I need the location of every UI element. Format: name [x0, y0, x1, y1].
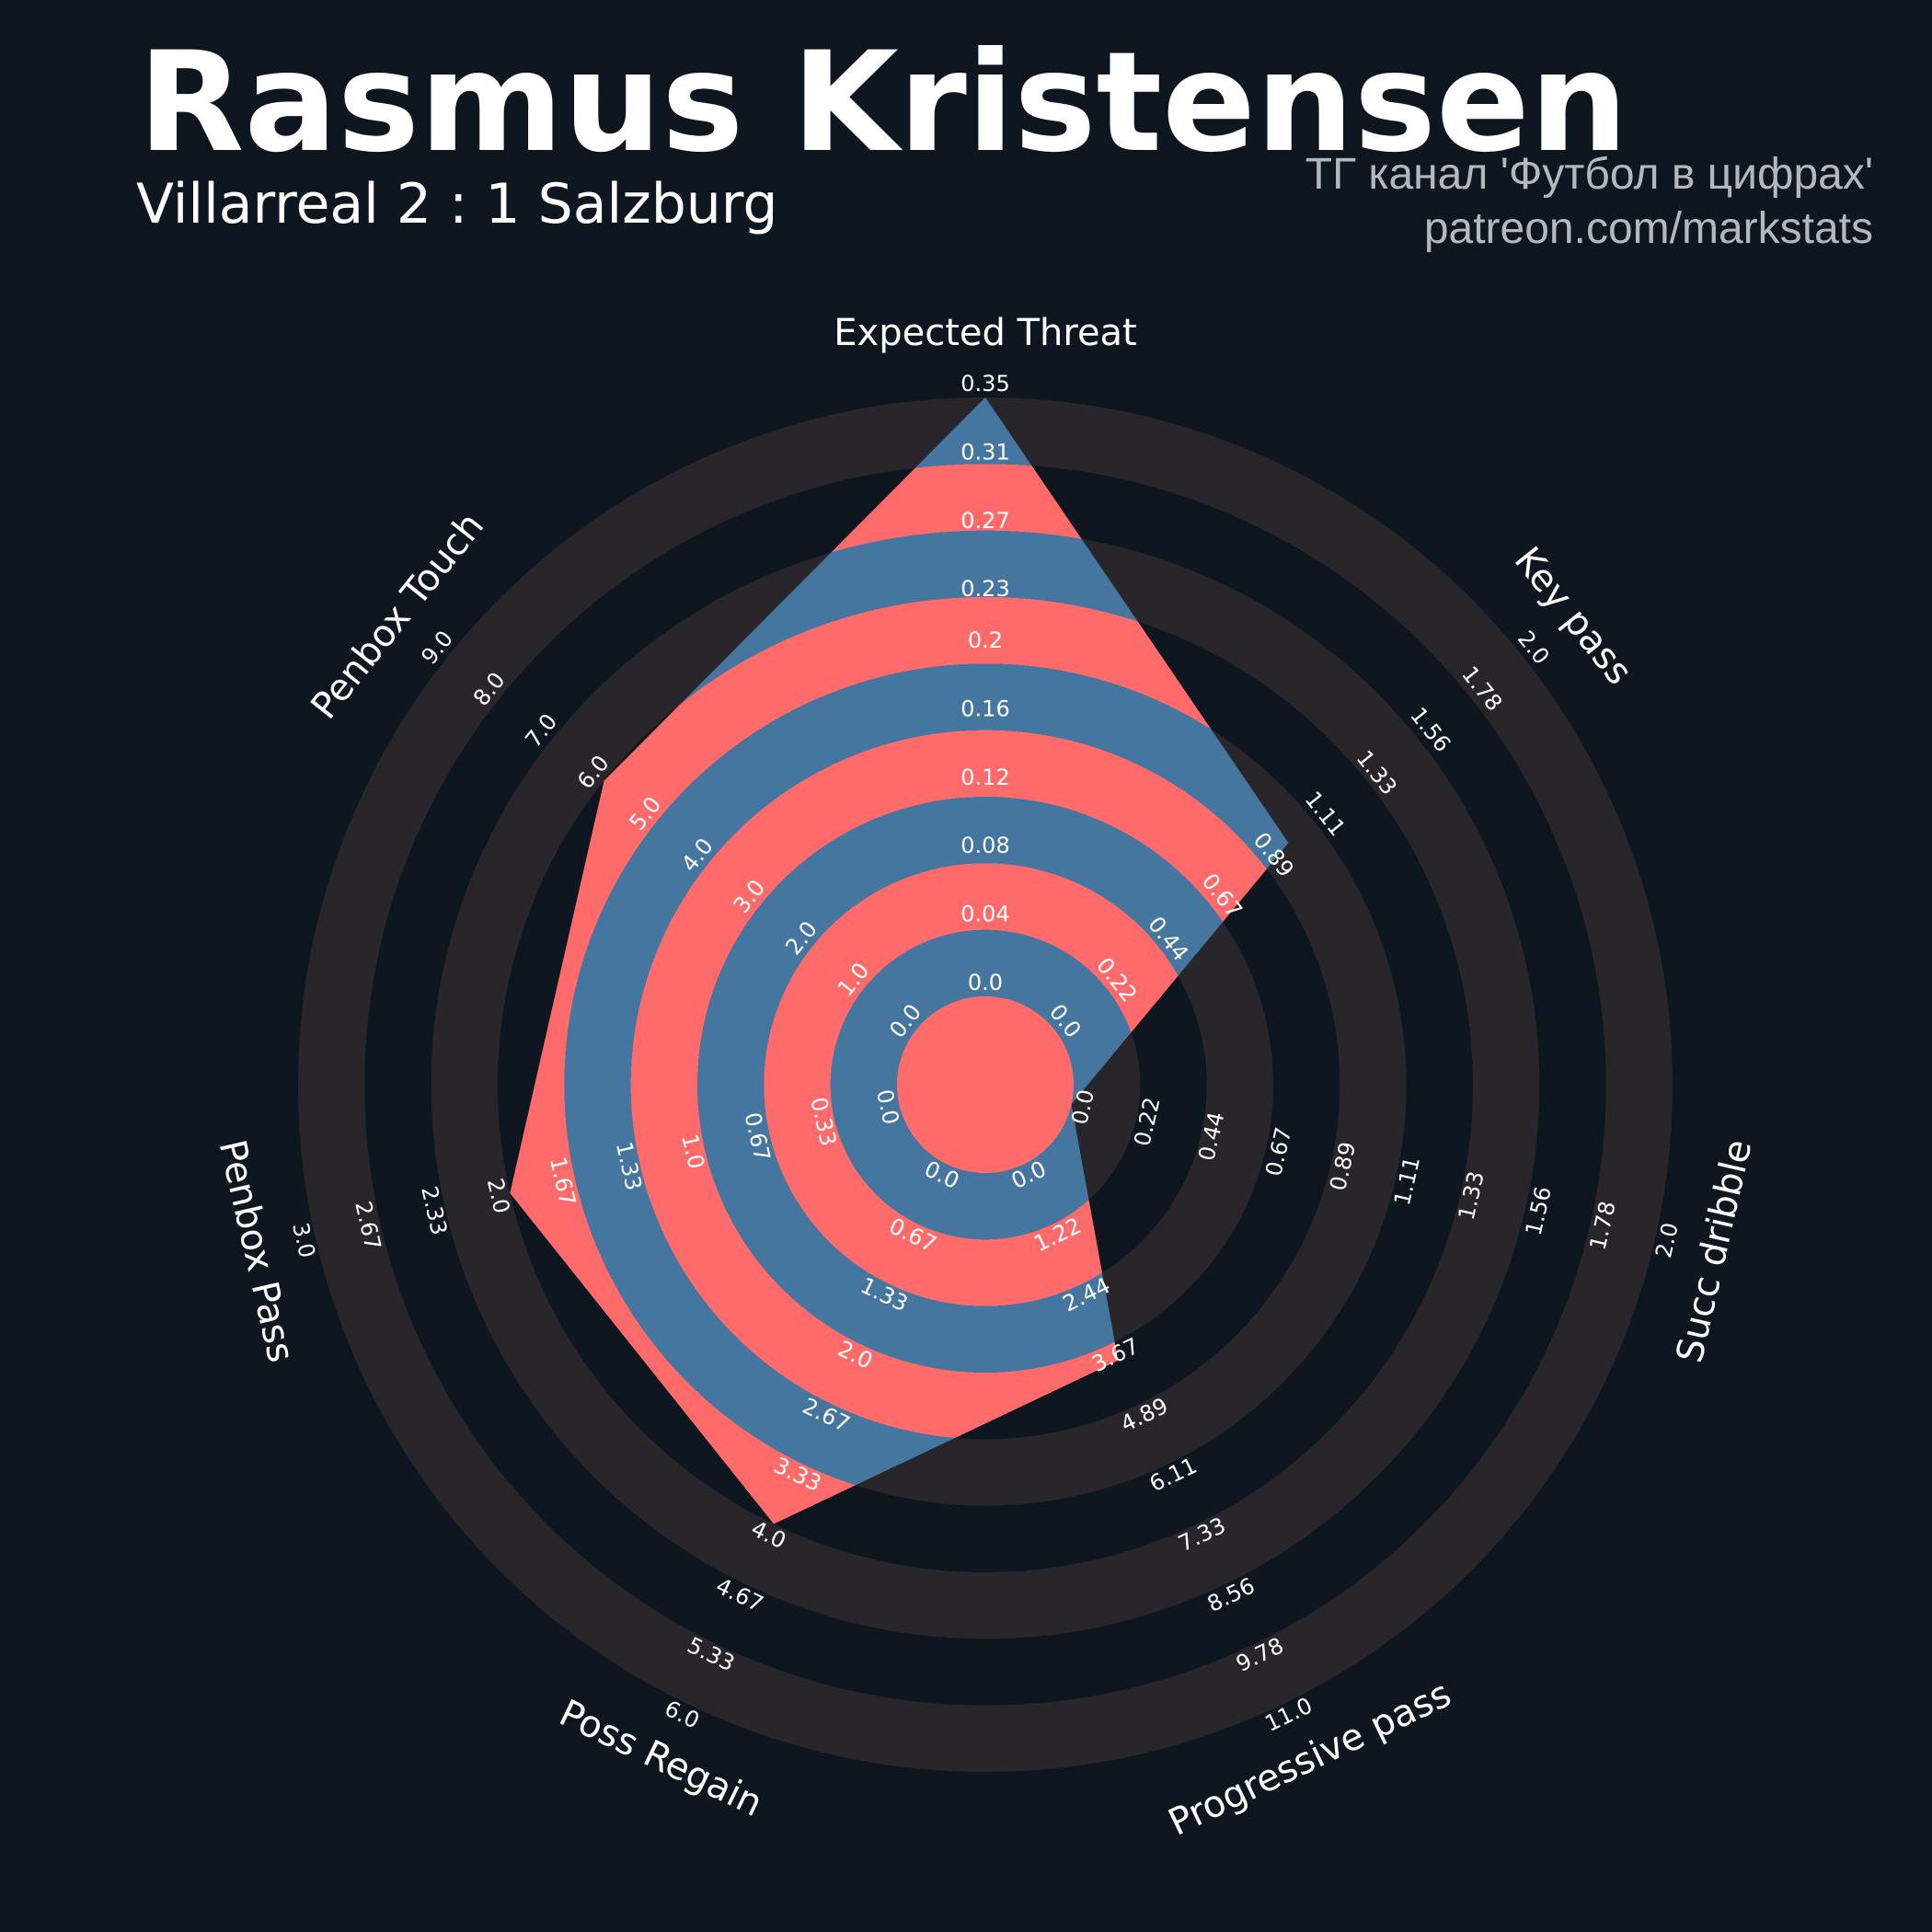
radar-area — [510, 397, 1289, 1524]
tick-label: 0.04 — [960, 902, 1009, 927]
tick-label: 0.12 — [960, 765, 1009, 790]
tick-label: 0.23 — [960, 576, 1009, 602]
tick-label: 0.0 — [968, 970, 1003, 995]
chart-subtitle: Villarreal 2 : 1 Salzburg — [136, 172, 778, 236]
tick-label: 0.2 — [968, 627, 1003, 653]
tick-label: 0.31 — [960, 439, 1009, 465]
tick-label: 0.35 — [960, 371, 1009, 397]
credit: patreon.com/markstats — [1424, 204, 1873, 253]
tick-label: 0.27 — [960, 508, 1009, 534]
tick-label: 0.16 — [960, 696, 1009, 721]
center-circle — [897, 996, 1074, 1173]
tick-label: 0.08 — [960, 833, 1009, 858]
axis-label: Expected Threat — [834, 312, 1137, 354]
credit: ТГ канал 'Футбол в цифрах' — [1305, 150, 1873, 199]
chart-title: Rasmus Kristensen — [138, 23, 1628, 183]
